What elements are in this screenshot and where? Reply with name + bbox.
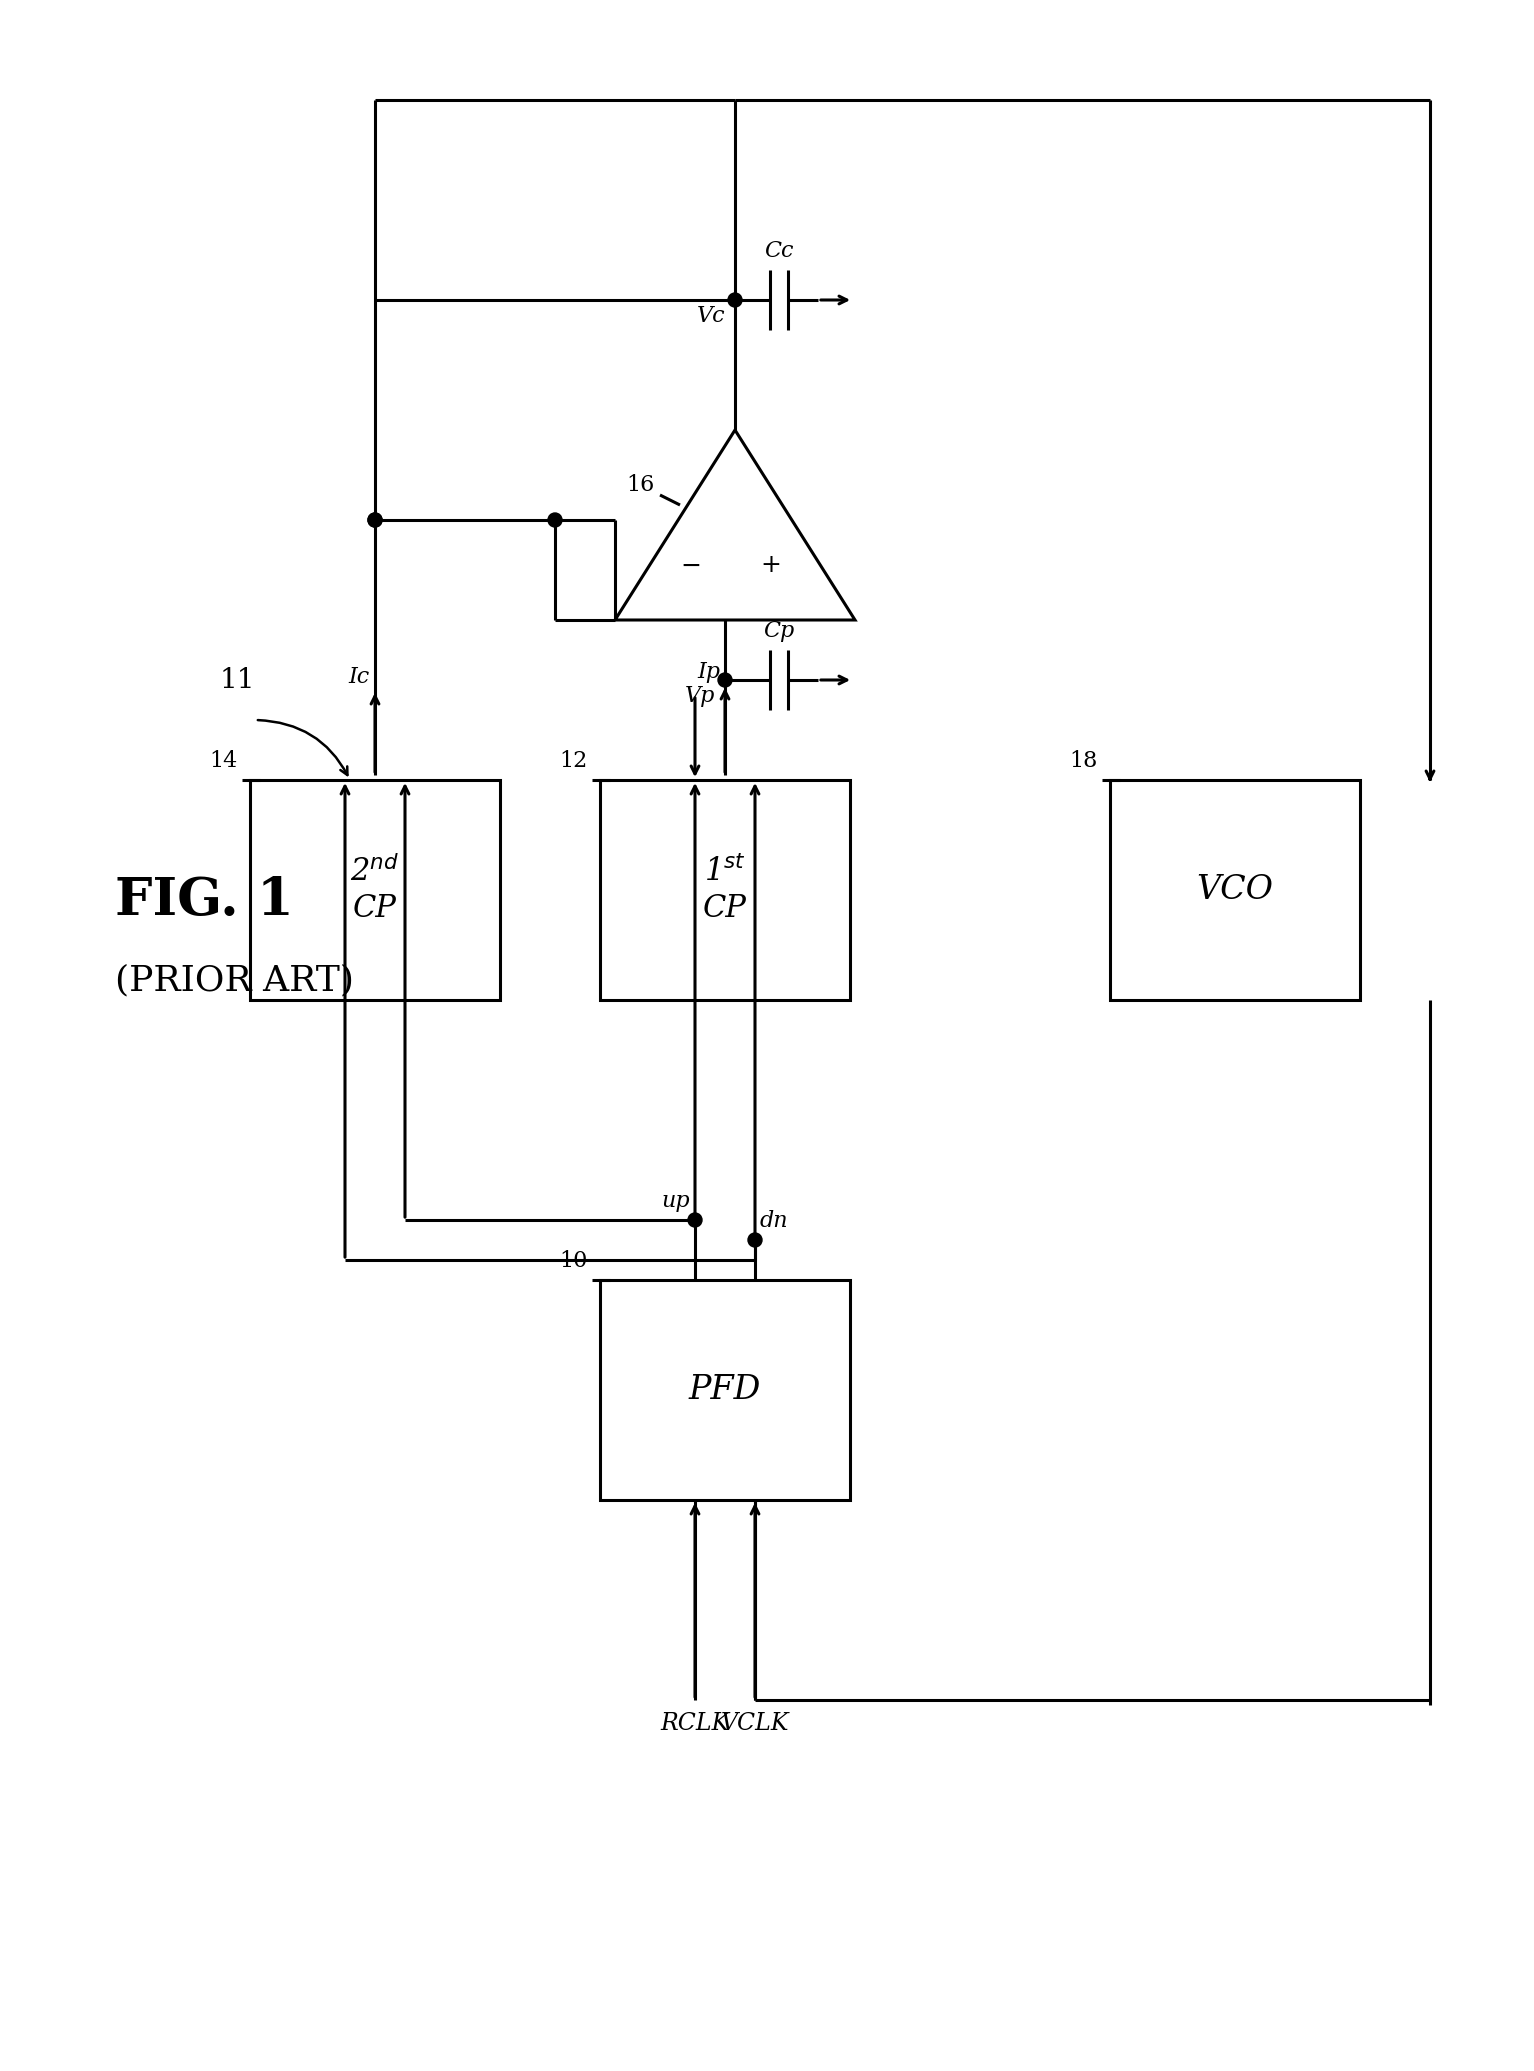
Text: 14: 14 xyxy=(210,750,238,772)
Text: 2$^{nd}$
CP: 2$^{nd}$ CP xyxy=(350,855,399,924)
Text: up: up xyxy=(661,1191,690,1212)
Circle shape xyxy=(729,292,742,307)
Text: VCO: VCO xyxy=(1197,874,1273,905)
Text: 18: 18 xyxy=(1069,750,1098,772)
Bar xyxy=(600,781,850,1000)
Circle shape xyxy=(548,514,561,526)
Text: 1$^{st}$
CP: 1$^{st}$ CP xyxy=(703,857,747,924)
Text: 11: 11 xyxy=(219,667,256,694)
Text: 12: 12 xyxy=(560,750,588,772)
Bar xyxy=(600,1280,850,1499)
Text: (PRIOR ART): (PRIOR ART) xyxy=(115,963,354,996)
Text: VCLK: VCLK xyxy=(721,1713,790,1735)
Bar xyxy=(250,781,500,1000)
Circle shape xyxy=(689,1214,703,1226)
Text: $+$: $+$ xyxy=(759,553,781,576)
Text: 10: 10 xyxy=(560,1251,588,1272)
Text: Cc: Cc xyxy=(764,240,793,263)
Text: Vp: Vp xyxy=(684,686,715,706)
Text: Ip: Ip xyxy=(696,661,719,683)
Circle shape xyxy=(368,514,382,526)
Text: Cp: Cp xyxy=(764,619,795,642)
Text: dn: dn xyxy=(759,1209,788,1232)
Text: Ic: Ic xyxy=(348,667,370,688)
Bar xyxy=(1111,781,1361,1000)
Circle shape xyxy=(368,514,382,526)
Text: 16: 16 xyxy=(627,474,655,495)
Circle shape xyxy=(718,673,732,688)
Text: RCLK: RCLK xyxy=(660,1713,730,1735)
Text: FIG. 1: FIG. 1 xyxy=(115,874,293,926)
Text: Vc: Vc xyxy=(696,304,726,327)
Text: $-$: $-$ xyxy=(680,553,700,576)
Circle shape xyxy=(749,1232,762,1247)
Text: PFD: PFD xyxy=(689,1373,761,1406)
